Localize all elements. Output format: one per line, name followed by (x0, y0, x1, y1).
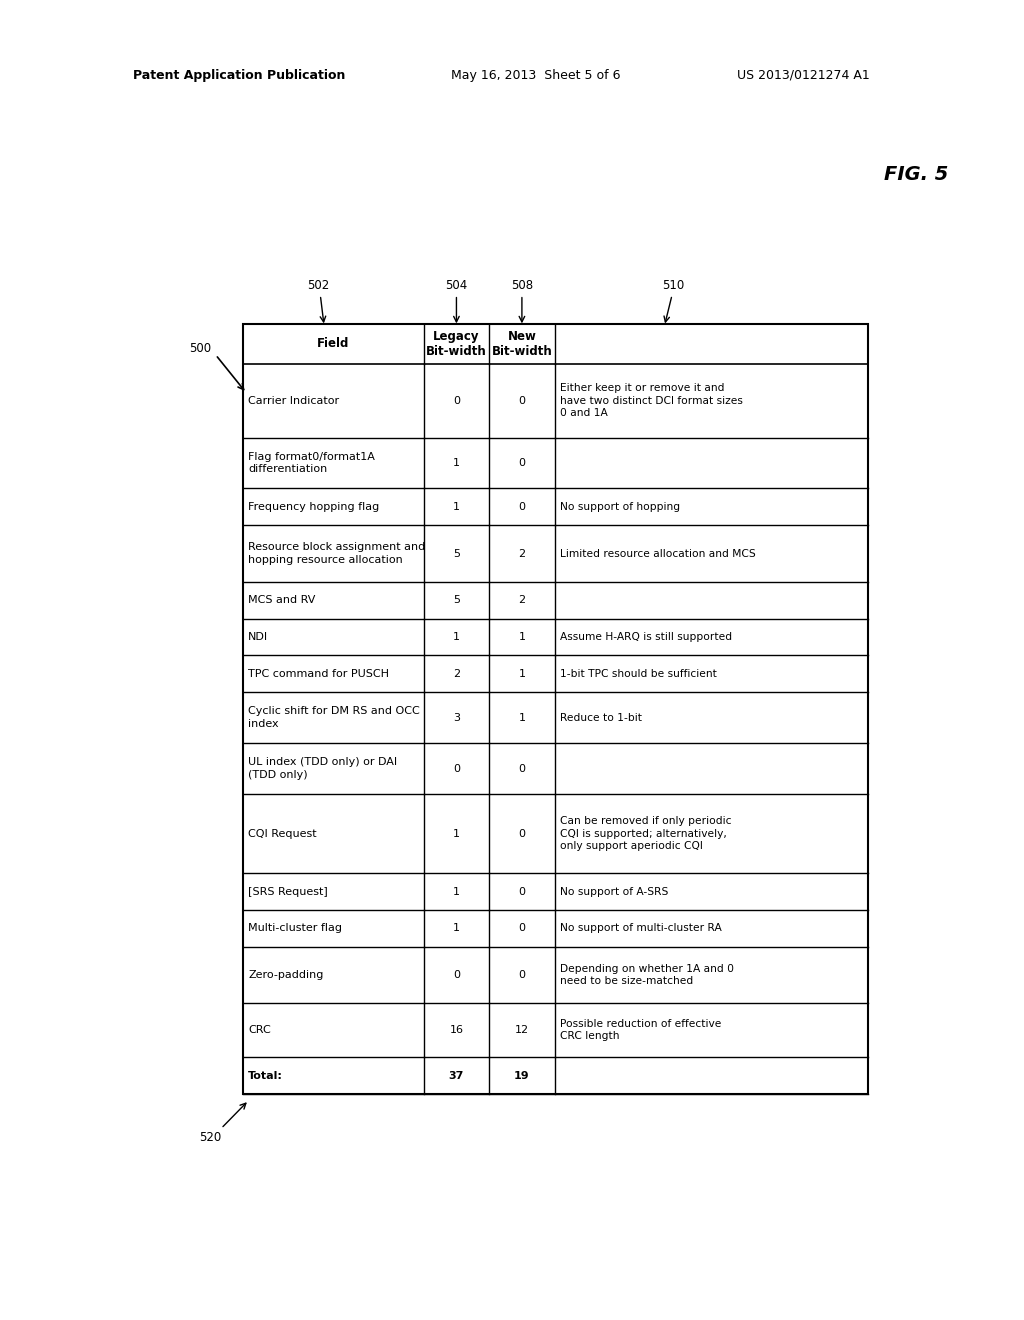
Text: 508: 508 (511, 279, 532, 292)
Text: Reduce to 1-bit: Reduce to 1-bit (560, 713, 642, 722)
Text: 37: 37 (449, 1071, 464, 1081)
Text: No support of multi-cluster RA: No support of multi-cluster RA (560, 924, 722, 933)
Text: NDI: NDI (248, 632, 268, 642)
Text: 0: 0 (518, 396, 525, 405)
Text: 3: 3 (453, 713, 460, 722)
Text: 1: 1 (518, 632, 525, 642)
Text: Frequency hopping flag: Frequency hopping flag (248, 502, 379, 512)
Text: 0: 0 (518, 970, 525, 981)
Text: 500: 500 (189, 342, 211, 355)
Text: Bit-width: Bit-width (492, 345, 552, 358)
Text: 1: 1 (453, 829, 460, 838)
Text: 504: 504 (445, 279, 468, 292)
Text: 2: 2 (453, 669, 460, 678)
Text: [SRS Request]: [SRS Request] (248, 887, 328, 896)
Text: CQI Request: CQI Request (248, 829, 316, 838)
Text: Either keep it or remove it and
have two distinct DCI format sizes
0 and 1A: Either keep it or remove it and have two… (560, 383, 743, 418)
Text: 520: 520 (199, 1130, 221, 1143)
Text: 0: 0 (518, 458, 525, 469)
Text: 0: 0 (453, 396, 460, 405)
Text: 0: 0 (518, 829, 525, 838)
Text: 502: 502 (307, 279, 329, 292)
Text: 510: 510 (663, 279, 685, 292)
Text: Possible reduction of effective
CRC length: Possible reduction of effective CRC leng… (560, 1019, 722, 1041)
Text: US 2013/0121274 A1: US 2013/0121274 A1 (737, 69, 870, 82)
Text: 0: 0 (453, 763, 460, 774)
Text: MCS and RV: MCS and RV (248, 595, 315, 606)
Text: 1: 1 (518, 669, 525, 678)
Text: 0: 0 (518, 924, 525, 933)
Text: Bit-width: Bit-width (426, 345, 486, 358)
Text: 2: 2 (518, 549, 525, 558)
Text: Depending on whether 1A and 0
need to be size-matched: Depending on whether 1A and 0 need to be… (560, 964, 734, 986)
Text: 5: 5 (453, 549, 460, 558)
Text: No support of hopping: No support of hopping (560, 502, 680, 512)
Text: TPC command for PUSCH: TPC command for PUSCH (248, 669, 389, 678)
Text: 1-bit TPC should be sufficient: 1-bit TPC should be sufficient (560, 669, 717, 678)
Text: 1: 1 (518, 713, 525, 722)
Text: Can be removed if only periodic
CQI is supported; alternatively,
only support ap: Can be removed if only periodic CQI is s… (560, 816, 731, 851)
Text: 2: 2 (518, 595, 525, 606)
Text: 12: 12 (515, 1026, 529, 1035)
Bar (243, 323, 868, 1094)
Text: 5: 5 (453, 595, 460, 606)
Text: Total:: Total: (248, 1071, 283, 1081)
Text: CRC: CRC (248, 1026, 271, 1035)
Text: 0: 0 (518, 763, 525, 774)
Text: Carrier Indicator: Carrier Indicator (248, 396, 339, 405)
Text: Flag format0/format1A
differentiation: Flag format0/format1A differentiation (248, 451, 375, 474)
Text: Cyclic shift for DM RS and OCC
index: Cyclic shift for DM RS and OCC index (248, 706, 420, 729)
Text: New: New (508, 330, 537, 343)
Text: 1: 1 (453, 887, 460, 896)
Text: 0: 0 (453, 970, 460, 981)
Text: Legacy: Legacy (433, 330, 479, 343)
Text: Assume H-ARQ is still supported: Assume H-ARQ is still supported (560, 632, 732, 642)
Text: 1: 1 (453, 502, 460, 512)
Text: No support of A-SRS: No support of A-SRS (560, 887, 669, 896)
Text: FIG. 5: FIG. 5 (885, 165, 948, 185)
Text: Field: Field (317, 338, 349, 351)
Text: 19: 19 (514, 1071, 529, 1081)
Text: 1: 1 (453, 632, 460, 642)
Text: Resource block assignment and
hopping resource allocation: Resource block assignment and hopping re… (248, 543, 425, 565)
Text: 0: 0 (518, 887, 525, 896)
Text: Multi-cluster flag: Multi-cluster flag (248, 924, 342, 933)
Text: 0: 0 (518, 502, 525, 512)
Text: 1: 1 (453, 924, 460, 933)
Text: Limited resource allocation and MCS: Limited resource allocation and MCS (560, 549, 756, 558)
Text: May 16, 2013  Sheet 5 of 6: May 16, 2013 Sheet 5 of 6 (451, 69, 621, 82)
Text: Zero-padding: Zero-padding (248, 970, 324, 981)
Text: 1: 1 (453, 458, 460, 469)
Text: UL index (TDD only) or DAI
(TDD only): UL index (TDD only) or DAI (TDD only) (248, 758, 397, 780)
Text: 16: 16 (450, 1026, 464, 1035)
Text: Patent Application Publication: Patent Application Publication (133, 69, 345, 82)
